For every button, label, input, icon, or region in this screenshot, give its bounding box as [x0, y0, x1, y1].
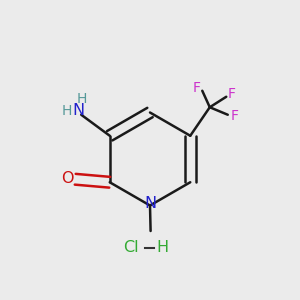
- Text: F: F: [193, 81, 201, 95]
- Text: F: F: [230, 109, 238, 123]
- Text: Cl: Cl: [124, 240, 139, 255]
- Text: O: O: [61, 171, 74, 186]
- Text: N: N: [73, 103, 85, 118]
- Text: F: F: [228, 87, 236, 101]
- Text: N: N: [145, 196, 157, 211]
- Text: H: H: [157, 240, 169, 255]
- Text: H: H: [76, 92, 87, 106]
- Text: H: H: [61, 104, 72, 118]
